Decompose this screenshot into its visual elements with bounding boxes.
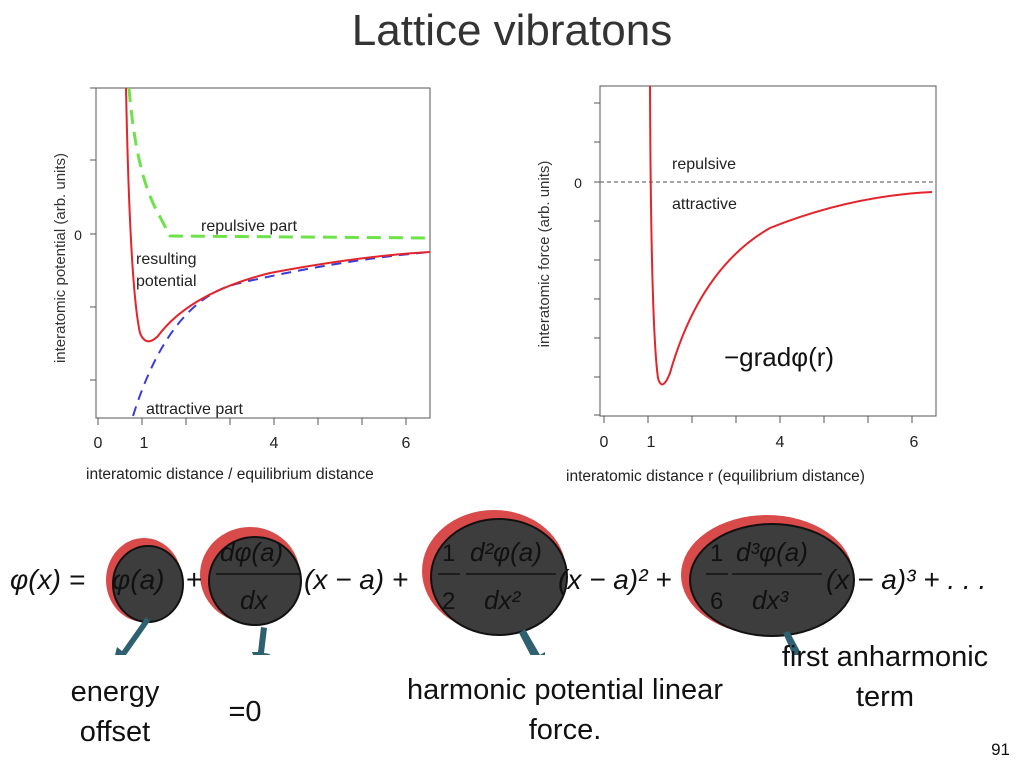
eq-t3-num: d³φ(a) bbox=[736, 537, 808, 567]
repulsive-part-label: repulsive part bbox=[201, 218, 298, 235]
highlight-t1 bbox=[200, 527, 302, 626]
eq-t3-den: dx³ bbox=[752, 585, 789, 615]
force-plot-frame bbox=[599, 85, 937, 417]
potential-xtick-6: 6 bbox=[402, 435, 411, 452]
slide-title: Lattice vibratons bbox=[351, 6, 673, 55]
potential-xlabel: interatomic distance / equilibrium dista… bbox=[86, 466, 374, 483]
eq-t2-num: d²φ(a) bbox=[470, 537, 542, 567]
potential-ytick-zero: 0 bbox=[74, 227, 82, 243]
force-xtick-6: 6 bbox=[910, 434, 919, 451]
anharmonic-label: first anharmonic term bbox=[781, 641, 989, 713]
eq-t3-coef-num: 1 bbox=[710, 540, 723, 567]
eq-t1-num: dφ(a) bbox=[220, 537, 283, 567]
eq-t3-coef-den: 6 bbox=[710, 588, 723, 615]
potential-ylabel: interatomic potential (arb. units) bbox=[52, 153, 69, 363]
potential-xtick-4: 4 bbox=[270, 435, 279, 452]
eq-t2-tail: (x − a)² + bbox=[558, 564, 672, 595]
highlight-t0 bbox=[106, 538, 184, 623]
highlight-t2 bbox=[422, 510, 568, 636]
force-xtick-0: 0 bbox=[600, 434, 609, 451]
arrows bbox=[115, 617, 809, 655]
potential-xtick-0: 0 bbox=[94, 435, 103, 452]
arrow-zero bbox=[252, 627, 270, 655]
force-ytick-zero: 0 bbox=[574, 175, 582, 191]
eq-t1-den: dx bbox=[240, 585, 268, 615]
zero-label: =0 bbox=[228, 696, 262, 728]
arrow-harmonic bbox=[519, 629, 545, 655]
force-ylabel: interatomic force (arb. units) bbox=[536, 161, 553, 348]
page-number: 91 bbox=[991, 740, 1010, 759]
eq-t1-tail: (x − a) + bbox=[304, 564, 408, 595]
force-attractive-label: attractive bbox=[672, 196, 737, 213]
harmonic-label: harmonic potential linear force. bbox=[407, 674, 723, 746]
force-curve bbox=[649, 85, 933, 386]
eq-t2-coef-num: 1 bbox=[442, 540, 455, 567]
resulting-label-2: potential bbox=[136, 273, 197, 290]
force-xtick-1: 1 bbox=[647, 434, 656, 451]
eq-plus1: + bbox=[186, 564, 202, 595]
attractive-part-label: attractive part bbox=[146, 401, 243, 418]
force-xlabel: interatomic distance r (equilibrium dist… bbox=[566, 468, 865, 485]
force-repulsive-label: repulsive bbox=[672, 156, 736, 173]
energy-offset-label: energy offset bbox=[70, 676, 160, 748]
repulsive-part-curve bbox=[127, 87, 431, 240]
potential-xtick-1: 1 bbox=[140, 435, 149, 452]
eq-t3-tail: (x − a)³ + . . . bbox=[826, 564, 986, 595]
potential-plot: 0 interatomic potential (arb. units) 0 1… bbox=[52, 87, 431, 483]
arrow-anharmonic bbox=[783, 631, 809, 655]
resulting-potential-curve bbox=[125, 87, 431, 343]
highlight-t3 bbox=[681, 515, 855, 637]
arrow-energy-offset bbox=[115, 617, 150, 655]
resulting-label-1: resulting bbox=[136, 251, 196, 268]
taylor-equation: φ(x) = φ(a) + dφ(a) dx (x − a) + 1 2 d²φ… bbox=[10, 510, 986, 655]
force-plot: 0 interatomic force (arb. units) 0 1 4 6… bbox=[536, 85, 937, 485]
force-formula: −gradφ(r) bbox=[724, 342, 834, 372]
force-xtick-4: 4 bbox=[776, 434, 785, 451]
eq-t2-den: dx² bbox=[484, 585, 521, 615]
eq-t0: φ(a) bbox=[112, 564, 165, 595]
eq-t2-coef-den: 2 bbox=[442, 588, 455, 615]
eq-lhs: φ(x) = bbox=[10, 564, 85, 595]
attractive-part-curve bbox=[132, 251, 431, 417]
